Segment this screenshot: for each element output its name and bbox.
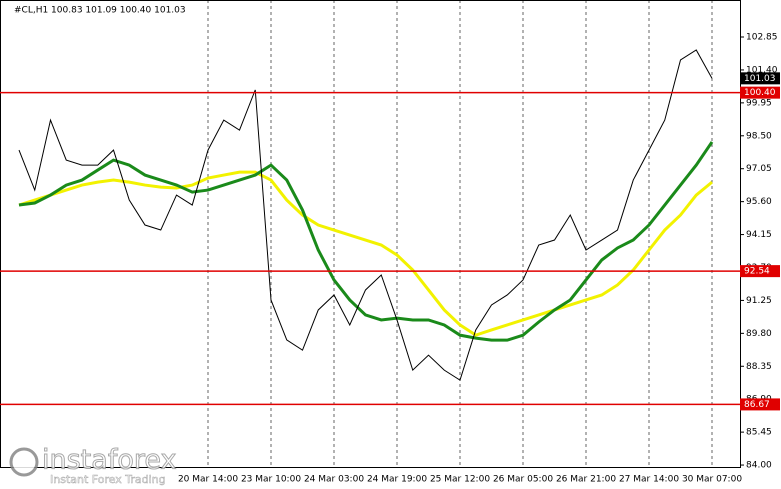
y-tick-label: 84.00 [746,461,772,471]
x-tick-label: 24 Mar 03:00 [304,475,364,485]
x-tick-label: 26 Mar 21:00 [556,475,616,485]
x-tick-label: 30 Mar 07:00 [682,475,742,485]
x-tick-label: 25 Mar 12:00 [430,475,490,485]
level-tag [740,398,780,411]
logo: instaforex Instant Forex Trading [9,444,177,486]
logo-icon [9,447,39,477]
moving-average [18,170,713,337]
y-tick-label: 102.85 [746,33,778,43]
level-label: 100.40 [744,88,776,98]
chart-title: #CL,H1 100.83 101.09 100.40 101.03 [14,6,186,16]
logo-tagline: Instant Forex Trading [50,473,166,486]
y-tick-label: 91.25 [746,296,772,306]
level-tag [740,265,780,278]
y-tick-label: 97.05 [746,164,772,174]
y-tick-label: 88.35 [746,362,772,372]
price-line [18,49,713,381]
level-label: 86.67 [744,400,770,410]
y-tick-label: 101.40 [746,65,778,75]
level-label: 92.54 [744,267,770,277]
last-price-tag [740,72,780,85]
y-tick-label: 95.60 [746,197,772,207]
y-tick-label: 99.95 [746,98,772,108]
moving-average [18,141,714,342]
y-tick-label: 98.50 [746,131,772,141]
x-tick-label: 26 Mar 05:00 [493,475,553,485]
logo-text: instaforex [42,445,176,476]
x-tick-label: 27 Mar 14:00 [619,475,679,485]
x-tick-label: 20 Mar 14:00 [178,475,238,485]
last-price-label: 101.03 [744,74,776,84]
x-tick-label: 23 Mar 10:00 [241,475,301,485]
y-tick-label: 85.45 [746,428,772,438]
level-tag [740,86,780,99]
plot-frame [0,0,741,468]
y-tick-label: 94.15 [746,230,772,240]
x-tick-label: 24 Mar 19:00 [367,475,427,485]
y-tick-label: 89.80 [746,329,772,339]
